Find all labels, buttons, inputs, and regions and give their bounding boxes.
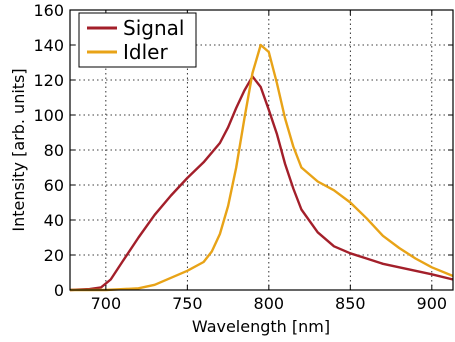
y-tick-label: 120 <box>33 71 64 90</box>
y-axis-label: Intensity [arb. units] <box>9 68 28 231</box>
legend-label-idler: Idler <box>123 40 168 64</box>
y-tick-label: 100 <box>33 106 64 125</box>
tick-labels: 700 750 800 850 900 0 20 40 60 80 100 120 140 160 <box>33 1 447 313</box>
ticks <box>70 9 453 291</box>
legend-box <box>78 12 197 68</box>
y-tick-label: 160 <box>33 1 64 20</box>
series-line-signal <box>69 75 454 292</box>
x-axis-label: Wavelength [nm] <box>192 317 330 336</box>
legend-label-signal: Signal <box>123 16 184 40</box>
series-line-idler <box>70 43 454 292</box>
y-tick-label: 80 <box>44 141 64 160</box>
x-tick-label: 750 <box>172 294 203 313</box>
series-lines <box>69 43 454 292</box>
x-tick-label: 700 <box>91 294 122 313</box>
y-tick-label: 20 <box>44 246 64 265</box>
x-tick-label: 800 <box>254 294 285 313</box>
x-tick-label: 900 <box>417 294 448 313</box>
x-tick-label: 850 <box>335 294 366 313</box>
y-tick-label: 0 <box>54 281 64 300</box>
y-tick-label: 40 <box>44 211 64 230</box>
legend: Signal Idler <box>78 12 197 68</box>
y-tick-label: 140 <box>33 36 64 55</box>
y-tick-label: 60 <box>44 176 64 195</box>
